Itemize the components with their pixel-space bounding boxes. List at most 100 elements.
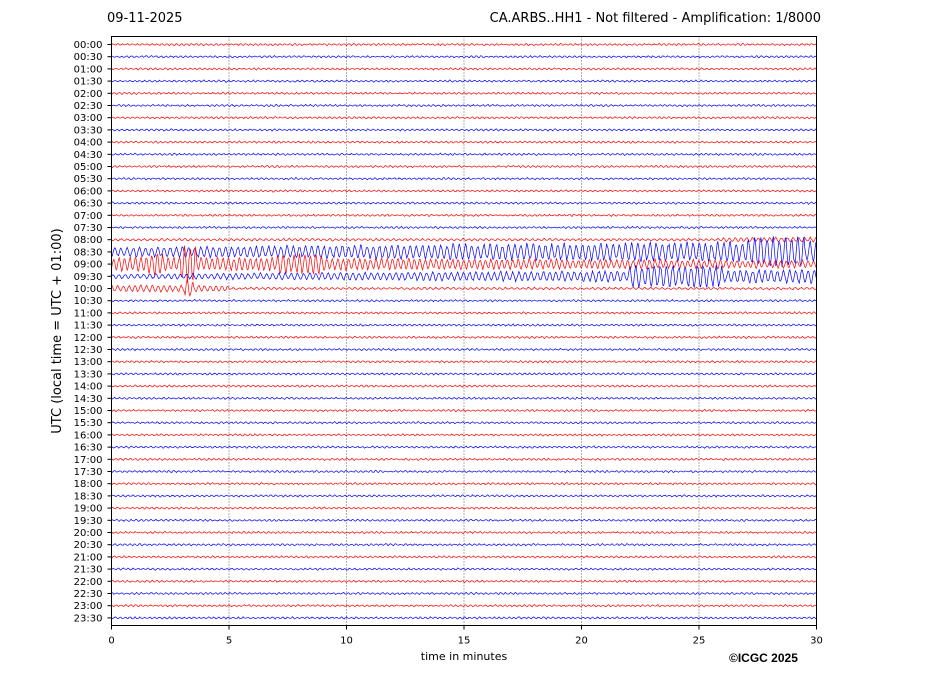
trace-row-1800 (111, 481, 817, 486)
trace-layer (111, 42, 817, 620)
y-tick-label: 14:30 (74, 394, 103, 405)
trace-row-1400 (111, 384, 817, 388)
y-tick-label: 12:00 (74, 333, 103, 344)
trace-row-0200 (111, 91, 817, 95)
trace-row-0130 (111, 79, 817, 83)
trace-row-0430 (111, 152, 817, 156)
y-tick-label: 05:00 (74, 162, 103, 173)
trace-row-0700 (111, 213, 817, 218)
trace-row-1200 (111, 335, 817, 339)
y-tick-label: 09:30 (74, 272, 103, 283)
trace-row-2030 (111, 542, 817, 547)
y-tick-label: 13:00 (74, 357, 103, 368)
x-tick-label: 25 (693, 636, 706, 647)
trace-row-1000 (111, 277, 817, 297)
y-tick-label: 09:00 (74, 260, 103, 271)
trace-row-2300 (111, 603, 817, 608)
trace-row-0800 (111, 236, 817, 243)
y-tick-label: 21:30 (74, 565, 103, 576)
trace-row-1330 (111, 372, 817, 376)
y-tick-label: 04:30 (74, 150, 103, 161)
x-tick-label: 10 (340, 636, 353, 647)
trace-row-1300 (111, 360, 817, 364)
y-tick-label: 16:30 (74, 443, 103, 454)
y-tick-label: 23:00 (74, 601, 103, 612)
y-tick-label: 05:30 (74, 174, 103, 185)
y-tick-label: 01:00 (74, 64, 103, 75)
trace-row-0530 (111, 176, 817, 181)
date-label: 09-11-2025 (107, 11, 183, 26)
y-tick-label: 04:00 (74, 138, 103, 149)
trace-row-1230 (111, 347, 817, 352)
trace-row-2000 (111, 530, 817, 535)
y-axis-label: UTC (local time = UTC + 01:00) (50, 228, 65, 433)
trace-row-0100 (111, 67, 817, 71)
y-tick-label: 12:30 (74, 345, 103, 356)
y-tick-label: 18:00 (74, 479, 103, 490)
trace-row-2200 (111, 579, 817, 584)
trace-row-1600 (111, 433, 817, 437)
y-tick-label: 00:30 (74, 52, 103, 63)
y-tick-label: 10:00 (74, 284, 103, 295)
trace-row-1500 (111, 408, 817, 413)
copyright-label: ©ICGC 2025 (729, 651, 798, 665)
y-tick-label: 06:00 (74, 186, 103, 197)
y-tick-label: 15:00 (74, 406, 103, 417)
y-tick-label: 11:30 (74, 321, 103, 332)
trace-row-0400 (111, 140, 817, 144)
x-tick-label: 30 (810, 636, 823, 647)
y-tick-label: 18:30 (74, 491, 103, 502)
trace-row-2230 (111, 591, 817, 596)
trace-row-2330 (111, 616, 817, 620)
y-tick-label: 17:30 (74, 467, 103, 478)
y-tick-label: 08:30 (74, 247, 103, 258)
y-tick-label: 13:30 (74, 369, 103, 380)
trace-row-1130 (111, 323, 817, 327)
trace-row-1630 (111, 445, 817, 449)
y-tick-label: 11:00 (74, 308, 103, 319)
trace-row-1930 (111, 518, 817, 523)
trace-row-0630 (111, 201, 817, 205)
y-tick-label: 19:00 (74, 504, 103, 515)
trace-row-1030 (111, 299, 817, 303)
y-tick-label: 16:00 (74, 430, 103, 441)
trace-row-0300 (111, 116, 817, 120)
y-tick-label: 20:30 (74, 540, 103, 551)
trace-row-0930 (111, 265, 817, 288)
y-tick-label: 21:00 (74, 552, 103, 563)
y-tick-label: 20:00 (74, 528, 103, 539)
trace-row-2130 (111, 567, 817, 571)
trace-row-1430 (111, 396, 817, 401)
trace-row-0600 (111, 189, 817, 193)
y-tick-label: 02:30 (74, 101, 103, 112)
trace-row-0000 (111, 42, 817, 47)
chart-title: CA.ARBS..HH1 - Not filtered - Amplificat… (489, 11, 821, 26)
y-tick-label: 23:30 (74, 613, 103, 624)
trace-row-1530 (111, 421, 817, 425)
trace-row-0330 (111, 128, 817, 132)
trace-row-1100 (111, 311, 817, 315)
trace-row-0900 (111, 245, 817, 283)
y-tick-label: 22:00 (74, 577, 103, 588)
x-axis-label: time in minutes (421, 650, 508, 663)
y-tick-label: 07:30 (74, 223, 103, 234)
y-tick-label: 14:00 (74, 382, 103, 393)
x-ticks: 0 5 10 15 20 25 30 (108, 625, 823, 647)
y-tick-label: 17:00 (74, 455, 103, 466)
y-tick-label: 22:30 (74, 589, 103, 600)
trace-row-2100 (111, 555, 817, 559)
trace-row-0500 (111, 164, 817, 169)
y-tick-label: 08:00 (74, 235, 103, 246)
trace-row-0830 (111, 236, 817, 267)
trace-row-0230 (111, 103, 817, 108)
x-tick-label: 0 (108, 636, 114, 647)
y-tick-label: 15:30 (74, 418, 103, 429)
x-tick-label: 20 (575, 636, 588, 647)
y-tick-label: 01:30 (74, 77, 103, 88)
y-tick-label: 03:00 (74, 113, 103, 124)
y-tick-label: 19:30 (74, 516, 103, 527)
x-tick-label: 15 (458, 636, 471, 647)
trace-row-0730 (111, 225, 817, 230)
